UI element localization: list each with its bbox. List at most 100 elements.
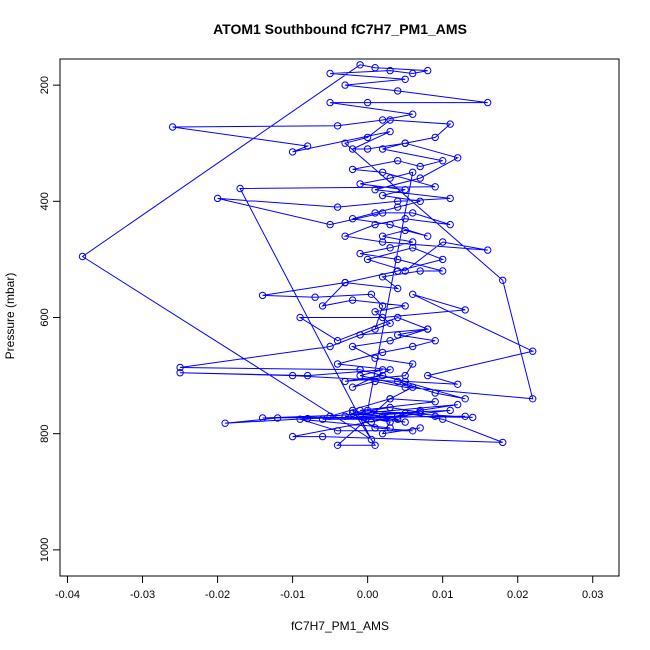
data-point bbox=[529, 347, 537, 355]
data-point bbox=[386, 66, 394, 75]
data-point bbox=[394, 255, 402, 264]
data-point bbox=[341, 278, 349, 287]
data-point bbox=[446, 194, 454, 203]
data-point bbox=[484, 246, 492, 254]
x-tick-label: 0.03 bbox=[582, 589, 603, 601]
data-point bbox=[461, 412, 469, 420]
data-point bbox=[394, 313, 402, 322]
data-point bbox=[416, 162, 424, 171]
x-axis-label: fC7H7_PM1_AMS bbox=[291, 619, 389, 633]
data-point bbox=[439, 415, 447, 423]
data-point bbox=[401, 226, 409, 235]
data-point bbox=[363, 406, 372, 415]
data-point bbox=[356, 366, 364, 374]
data-point bbox=[378, 238, 387, 246]
y-axis: 200 400 600 800 1000 bbox=[39, 76, 60, 562]
data-point bbox=[416, 267, 424, 275]
x-tick-label: -0.04 bbox=[55, 589, 80, 601]
data-point bbox=[356, 180, 364, 188]
data-point bbox=[401, 267, 409, 275]
data-point bbox=[386, 127, 394, 136]
data-point bbox=[409, 209, 417, 217]
data-point bbox=[416, 197, 424, 206]
data-point bbox=[371, 424, 379, 432]
data-point bbox=[326, 342, 334, 351]
data-point bbox=[401, 377, 409, 386]
data-point bbox=[367, 418, 376, 426]
data-point bbox=[333, 427, 342, 435]
data-point bbox=[288, 148, 297, 156]
data-point bbox=[386, 319, 394, 327]
data-point bbox=[318, 432, 327, 441]
data-point bbox=[461, 395, 469, 403]
data-point bbox=[371, 325, 379, 333]
data-point bbox=[386, 116, 394, 124]
x-tick-label: 0.00 bbox=[357, 589, 378, 601]
data-point bbox=[401, 409, 409, 417]
data-point bbox=[386, 366, 394, 374]
data-point bbox=[378, 348, 387, 357]
data-point bbox=[326, 220, 334, 229]
data-point bbox=[469, 413, 477, 422]
data-point bbox=[176, 369, 184, 377]
data-point bbox=[371, 308, 379, 316]
data-point bbox=[258, 414, 267, 422]
data-point bbox=[296, 415, 304, 423]
data-point bbox=[318, 302, 327, 310]
data-point bbox=[326, 69, 334, 78]
data-point bbox=[454, 380, 462, 388]
data-point bbox=[424, 232, 432, 240]
data-point bbox=[386, 403, 394, 412]
data-point bbox=[341, 412, 349, 420]
y-tick-label: 200 bbox=[39, 76, 51, 94]
data-point bbox=[303, 414, 312, 423]
data-point bbox=[168, 123, 177, 131]
data-point bbox=[326, 412, 334, 420]
data-point bbox=[367, 435, 376, 444]
data-point bbox=[446, 220, 454, 229]
data-point bbox=[529, 395, 537, 403]
x-tick-label: -0.01 bbox=[280, 589, 305, 601]
data-point bbox=[371, 186, 379, 194]
data-point bbox=[348, 215, 357, 223]
data-point bbox=[409, 110, 417, 118]
data-point bbox=[446, 120, 454, 128]
data-point bbox=[356, 371, 364, 380]
data-point bbox=[439, 238, 447, 246]
data-point bbox=[348, 383, 357, 391]
data-point bbox=[333, 360, 342, 368]
data-point bbox=[409, 168, 417, 177]
data-point bbox=[363, 255, 372, 264]
data-point bbox=[371, 220, 379, 229]
data-point bbox=[176, 363, 184, 372]
data-point bbox=[371, 377, 379, 386]
data-point bbox=[499, 438, 507, 447]
data-point bbox=[356, 412, 364, 420]
data-point bbox=[341, 139, 349, 147]
data-point bbox=[461, 306, 469, 314]
data-point bbox=[378, 302, 387, 310]
data-point bbox=[401, 75, 409, 84]
data-point bbox=[439, 255, 447, 264]
plot-frame bbox=[59, 58, 620, 577]
data-point bbox=[311, 293, 319, 301]
data-point bbox=[401, 139, 409, 147]
data-point bbox=[499, 276, 507, 284]
data-point bbox=[341, 81, 349, 89]
data-point bbox=[416, 174, 424, 182]
data-point bbox=[356, 61, 364, 69]
data-point bbox=[394, 412, 402, 420]
data-point bbox=[378, 412, 387, 420]
data-point bbox=[348, 165, 357, 174]
data-point bbox=[326, 98, 334, 107]
data-point bbox=[409, 69, 417, 78]
data-point bbox=[409, 427, 417, 435]
data-point bbox=[409, 360, 417, 368]
y-axis-label: Pressure (mbar) bbox=[3, 273, 17, 360]
y-tick-label: 400 bbox=[39, 192, 51, 210]
data-point bbox=[356, 249, 364, 258]
data-point bbox=[333, 337, 342, 345]
data-point bbox=[401, 215, 409, 223]
data-point bbox=[363, 145, 372, 153]
